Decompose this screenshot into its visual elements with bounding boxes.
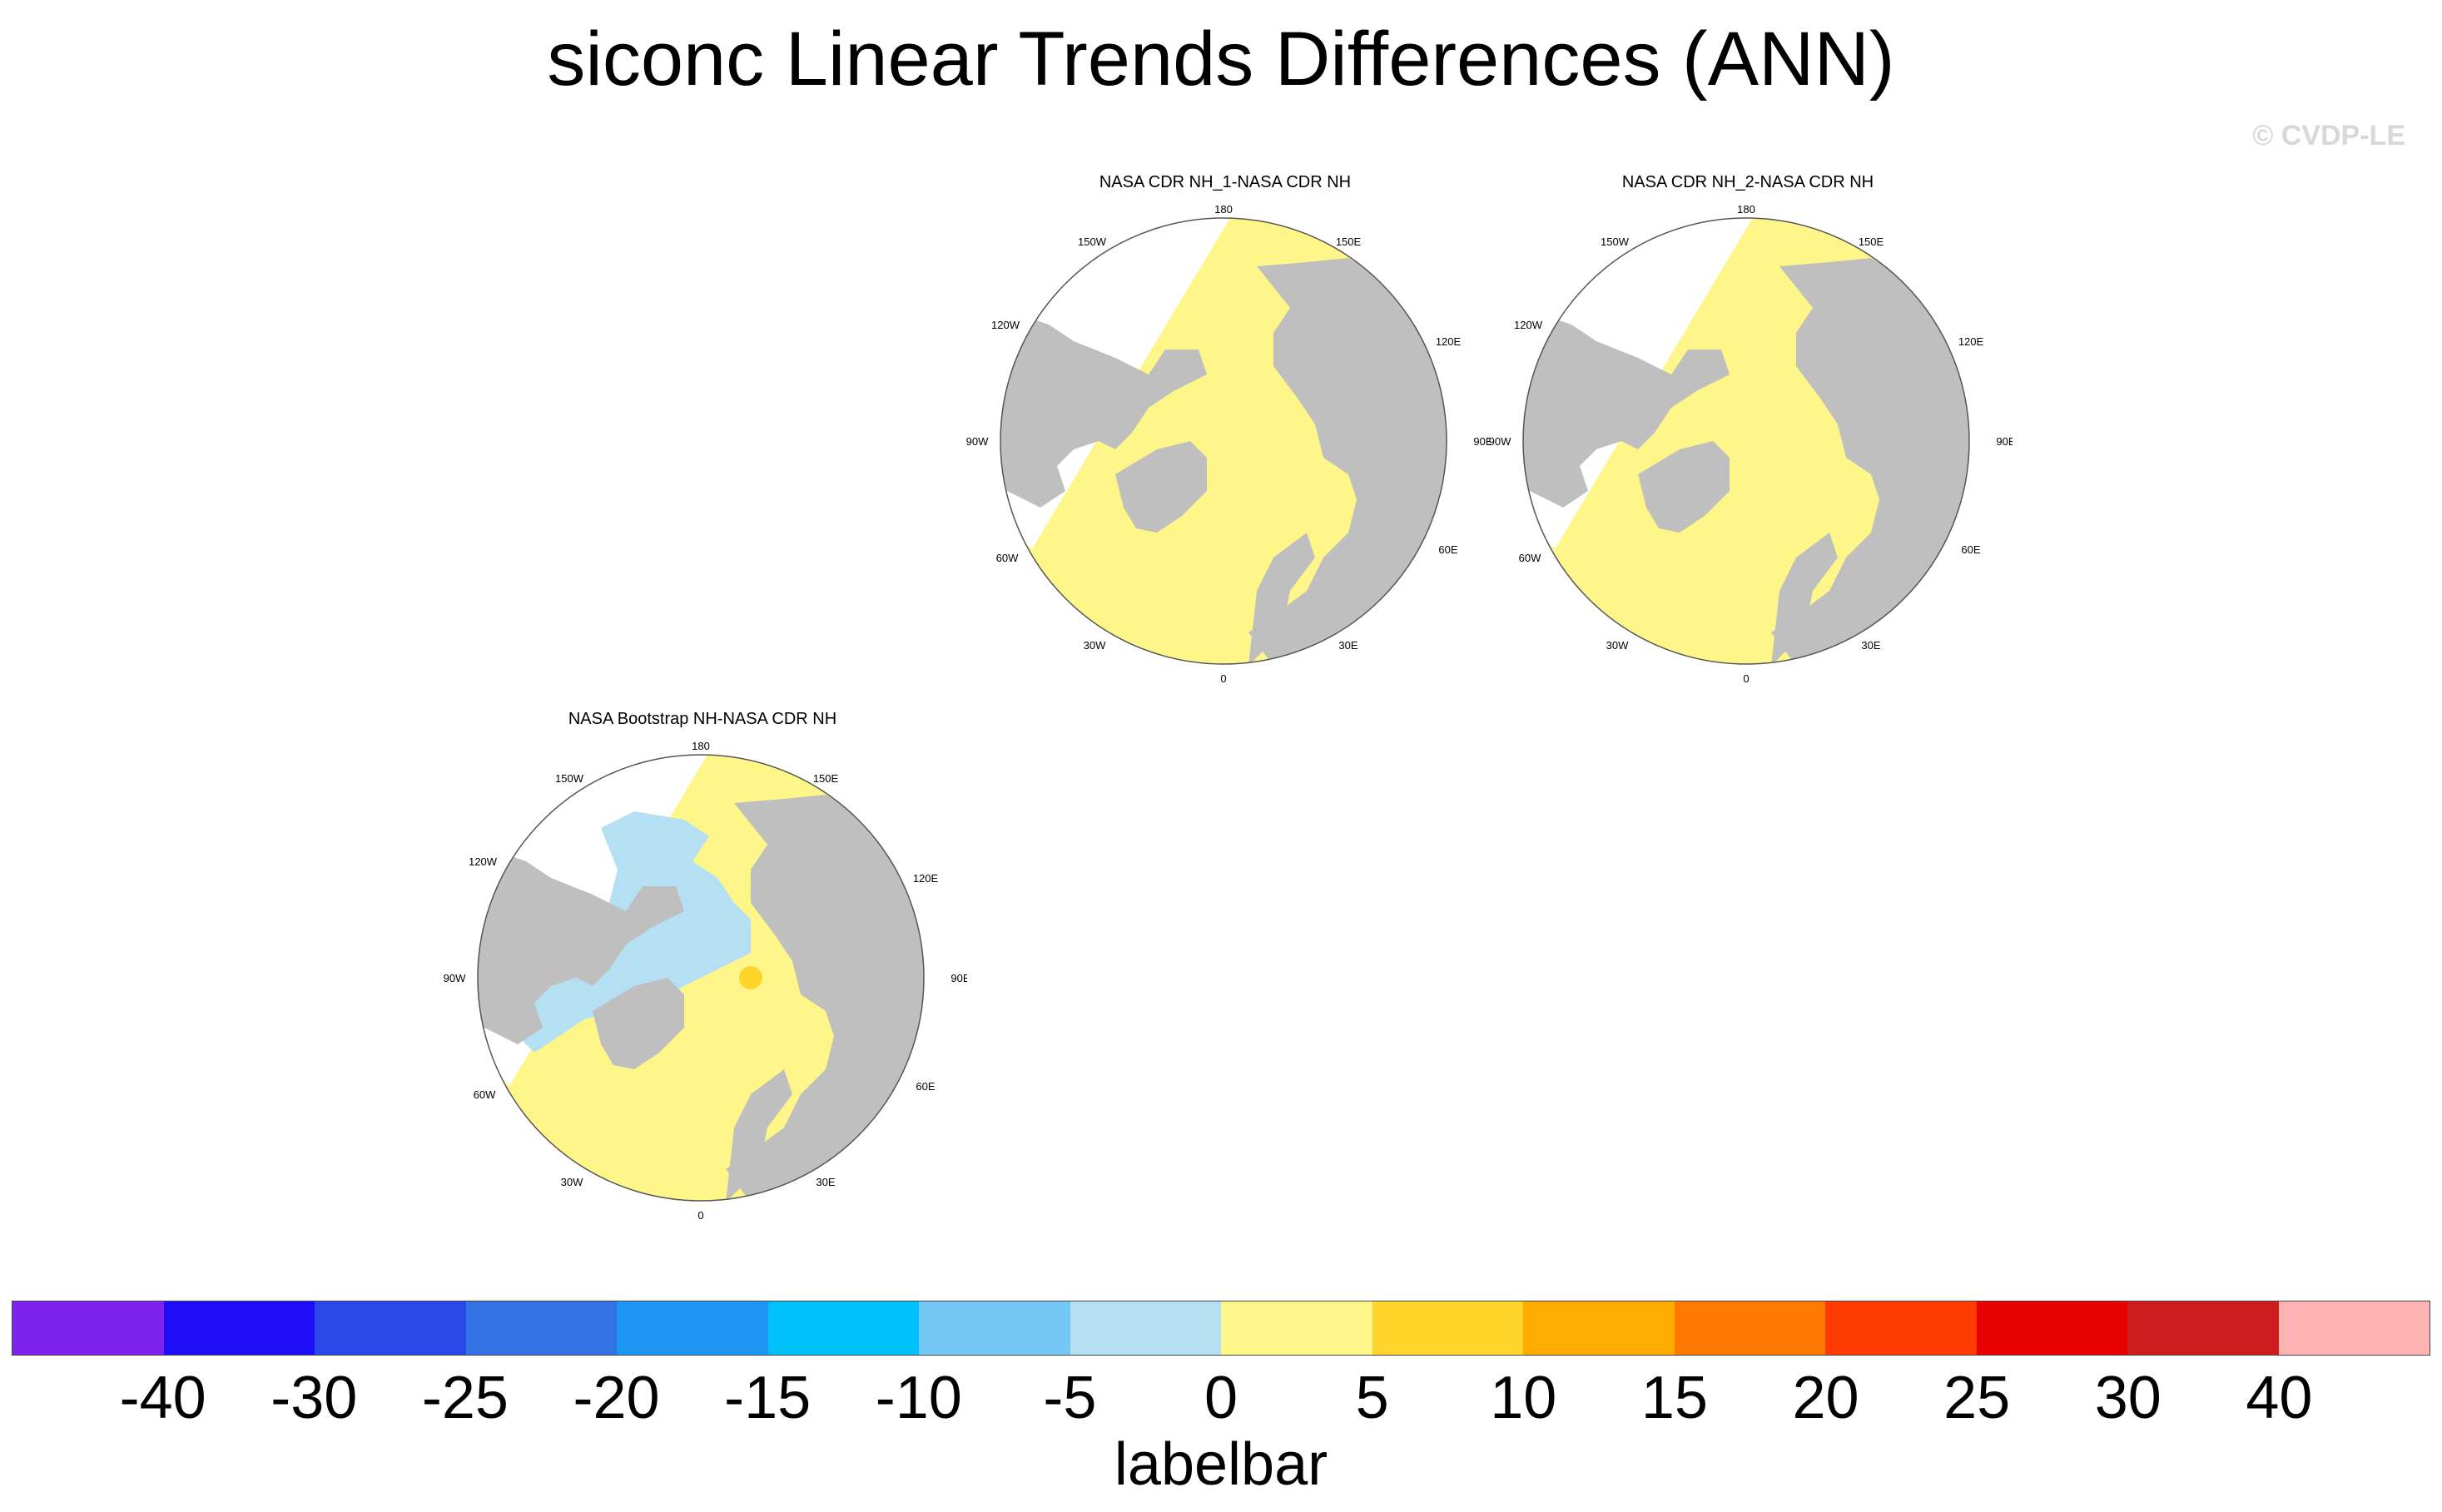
labelbar-swatch (465, 1301, 617, 1355)
lon-label: 90W (1489, 435, 1511, 448)
labelbar-tick-label: 40 (2246, 1365, 2313, 1431)
labelbar-swatch (767, 1301, 919, 1355)
labelbar-tick-label: 10 (1490, 1365, 1557, 1431)
panel-2-polar-map: 180 150E 120E 90E 60E 30E 0 30W 60W 90W … (1489, 203, 2013, 685)
panel-2-title: NASA CDR NH_2-NASA CDR NH (1621, 173, 1874, 191)
panel-1-polar-map: 180 150E 120E 90E 60E 30E 0 30W 60W 90W … (966, 203, 1490, 685)
copyright-watermark: © CVDP-LE (2252, 120, 2405, 151)
lon-label: 0 (697, 1209, 703, 1222)
lon-label: 30E (1338, 639, 1357, 652)
lon-label: 30E (1861, 639, 1880, 652)
labelbar-tick-label: -10 (875, 1365, 962, 1431)
labelbar-swatch (1523, 1301, 1675, 1355)
lon-label: 90W (966, 435, 989, 448)
lon-label: 60W (474, 1088, 496, 1101)
panel-2-land-north-america (1523, 300, 1730, 508)
lon-label: 0 (1743, 672, 1749, 685)
lon-label: 120W (991, 319, 1020, 331)
lon-label: 30W (1084, 639, 1106, 652)
lon-label: 180 (692, 740, 710, 752)
panel-3-land-scandinavia (726, 1069, 792, 1201)
labelbar-swatch (1372, 1301, 1523, 1355)
labelbar-swatch (2127, 1301, 2279, 1355)
labelbar-tick-label: -30 (271, 1365, 358, 1431)
labelbar-swatch (919, 1301, 1070, 1355)
labelbar-swatch (163, 1301, 315, 1355)
lon-label: 60W (1519, 552, 1541, 564)
panel-3-land-greenland (593, 978, 684, 1069)
lon-label: 120W (1514, 319, 1543, 331)
lon-label: 180 (1214, 203, 1233, 216)
lon-label: 120W (469, 855, 498, 868)
labelbar-tick-label: 20 (1792, 1365, 1859, 1431)
panel-3-polar-map: 180 150E 120E 90E 60E 30E 0 30W 60W 90W … (444, 740, 967, 1222)
labelbar-swatch (1825, 1301, 1977, 1355)
lon-label: 150E (1859, 235, 1884, 248)
labelbar-tick-label: -25 (421, 1365, 509, 1431)
lon-label: 120E (1436, 335, 1462, 348)
lon-label: 90E (1473, 435, 1490, 448)
labelbar-tick-label: -5 (1043, 1365, 1097, 1431)
labelbar-tick-label: -20 (573, 1365, 660, 1431)
labelbar-caption: labelbar (1114, 1431, 1328, 1498)
panel-3-title: NASA Bootstrap NH-NASA CDR NH (568, 710, 837, 728)
panel-1-land-scandinavia (1248, 533, 1315, 664)
lon-label: 150W (1601, 235, 1630, 248)
panel-3-positive-spot (739, 966, 762, 989)
labelbar-tick-label: -15 (724, 1365, 812, 1431)
panel-1-land-greenland (1115, 441, 1207, 533)
lon-label: 30W (561, 1176, 583, 1188)
lon-label: 60E (1961, 543, 1980, 556)
lon-label: 90E (950, 972, 967, 984)
lon-label: 60E (1438, 543, 1457, 556)
labelbar-swatch (1976, 1301, 2127, 1355)
color-labelbar (12, 1301, 2430, 1356)
labelbar-tick-label: 25 (1943, 1365, 2011, 1431)
lon-label: 90W (444, 972, 466, 984)
labelbar-tick-label: 0 (1204, 1365, 1238, 1431)
panel-3-land-north-america (478, 836, 684, 1044)
panel-1-title: NASA CDR NH_1-NASA CDR NH (1099, 173, 1352, 191)
labelbar-tick-label: 30 (2094, 1365, 2162, 1431)
lon-label: 120E (913, 872, 939, 885)
figure-title: siconc Linear Trends Differences (ANN) (547, 17, 1895, 102)
panel-2-land-scandinavia (1771, 533, 1838, 664)
labelbar-swatch (315, 1301, 466, 1355)
lon-label: 60W (996, 552, 1019, 564)
panel-2-land-greenland (1638, 441, 1730, 533)
lon-label: 30W (1606, 639, 1629, 652)
lon-label: 120E (1958, 335, 1984, 348)
labelbar-swatch (2278, 1301, 2430, 1355)
labelbar-swatch (1070, 1301, 1221, 1355)
labelbar-tick-label: 5 (1355, 1365, 1389, 1431)
labelbar-tick-label: -40 (119, 1365, 206, 1431)
lon-label: 150W (555, 772, 584, 785)
lon-label: 90E (1996, 435, 2013, 448)
labelbar-swatch (1221, 1301, 1372, 1355)
lon-label: 30E (816, 1176, 835, 1188)
labelbar-swatch (1674, 1301, 1825, 1355)
lon-label: 60E (916, 1080, 935, 1093)
labelbar-swatch (617, 1301, 768, 1355)
labelbar-swatch (12, 1301, 164, 1355)
lon-label: 150E (1336, 235, 1362, 248)
lon-label: 150E (813, 772, 839, 785)
labelbar-tick-label: 15 (1640, 1365, 1708, 1431)
panel-1-land-north-america (1000, 300, 1207, 508)
lon-label: 180 (1737, 203, 1755, 216)
lon-label: 0 (1220, 672, 1226, 685)
lon-label: 150W (1078, 235, 1107, 248)
